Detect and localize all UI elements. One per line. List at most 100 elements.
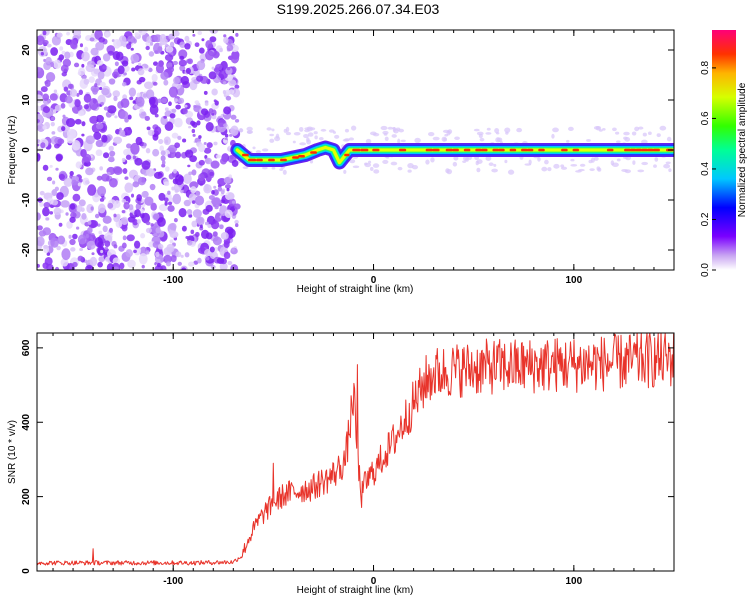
faint-speck — [504, 159, 508, 164]
noise-blob — [164, 107, 169, 112]
noise-blob — [201, 38, 205, 42]
noise-blob — [145, 148, 151, 154]
noise-blob — [126, 234, 135, 242]
faint-speck — [507, 169, 515, 175]
noise-blob — [89, 37, 95, 42]
faint-speck — [432, 136, 440, 141]
faint-speck — [666, 136, 672, 142]
noise-blob — [179, 41, 186, 48]
noise-blob — [226, 187, 230, 192]
noise-blob — [97, 261, 103, 268]
noise-blob — [234, 118, 240, 123]
faint-speck — [485, 132, 492, 135]
noise-blob — [234, 219, 239, 225]
noise-blob — [113, 38, 121, 49]
spectrogram-ytick-label: 20 — [21, 44, 32, 56]
noise-blob — [90, 206, 94, 211]
noise-blob — [62, 58, 72, 67]
noise-blob — [61, 248, 71, 261]
noise-blob — [127, 35, 136, 44]
noise-blob — [144, 196, 154, 206]
faint-speck — [342, 138, 350, 142]
faint-speck — [275, 133, 280, 139]
noise-blob — [45, 217, 50, 221]
faint-speck — [537, 156, 541, 162]
faint-speck — [428, 132, 435, 137]
noise-blob — [212, 231, 218, 237]
noise-blob — [155, 63, 164, 74]
noise-blob — [46, 252, 51, 256]
noise-blob — [103, 106, 109, 111]
noise-blob — [91, 252, 95, 256]
noise-blob — [95, 114, 104, 123]
noise-blob — [119, 262, 125, 270]
faint-speck — [631, 131, 637, 136]
noise-blob — [226, 66, 231, 71]
noise-blob — [183, 104, 188, 108]
faint-speck — [282, 169, 287, 175]
faint-speck — [647, 131, 652, 136]
noise-blob — [169, 231, 179, 239]
noise-blob — [95, 122, 104, 130]
noise-blob — [192, 33, 196, 37]
noise-blob — [42, 30, 47, 36]
noise-blob — [104, 246, 109, 251]
noise-blob — [223, 34, 227, 38]
noise-blob — [90, 47, 99, 56]
noise-blob — [65, 212, 69, 216]
noise-blob — [99, 197, 105, 202]
noise-blob — [167, 205, 175, 212]
spectrogram-ytick-label: 0 — [21, 147, 32, 153]
faint-speck — [352, 165, 360, 169]
noise-blob — [209, 171, 214, 176]
noise-blob — [161, 163, 166, 168]
noise-blob — [205, 204, 213, 213]
faint-speck — [570, 163, 578, 167]
snr-frame — [36, 332, 675, 572]
faint-speck — [453, 155, 459, 161]
faint-speck — [491, 168, 498, 173]
faint-speck — [570, 158, 575, 162]
noise-blob — [125, 203, 129, 207]
noise-blob — [204, 158, 210, 164]
faint-speck — [334, 134, 340, 139]
spectrogram-xtick-label: 0 — [371, 275, 377, 286]
noise-blob — [173, 76, 181, 85]
noise-blob — [219, 224, 224, 230]
noise-blob — [66, 221, 73, 229]
noise-blob — [100, 249, 104, 254]
noise-blob — [42, 262, 49, 269]
noise-blob — [214, 212, 223, 222]
noise-blob — [123, 148, 131, 156]
noise-blob — [187, 58, 193, 65]
faint-speck — [314, 135, 318, 140]
noise-blob — [119, 110, 129, 120]
noise-blob — [126, 43, 132, 50]
noise-blob — [163, 197, 169, 203]
noise-blob — [114, 61, 119, 67]
noise-blob — [95, 149, 103, 157]
noise-blob — [69, 238, 76, 246]
noise-blob — [128, 204, 134, 211]
noise-blob — [81, 63, 85, 68]
faint-speck — [393, 128, 399, 134]
noise-blob — [174, 98, 178, 103]
noise-blob — [108, 78, 116, 85]
noise-blob — [149, 104, 159, 115]
noise-blob — [77, 234, 87, 245]
noise-blob — [213, 141, 218, 146]
noise-blob — [154, 113, 159, 118]
noise-blob — [42, 207, 50, 217]
noise-blob — [223, 177, 232, 184]
noise-blob — [184, 35, 190, 42]
noise-blob — [223, 123, 228, 128]
noise-blob — [205, 122, 214, 132]
noise-blob — [196, 75, 204, 82]
noise-blob — [153, 61, 158, 66]
noise-blob — [222, 81, 227, 85]
noise-blob — [136, 194, 142, 202]
noise-blob — [85, 64, 95, 73]
noise-blob — [159, 43, 163, 47]
noise-blob — [90, 220, 99, 228]
noise-blob — [86, 203, 94, 214]
